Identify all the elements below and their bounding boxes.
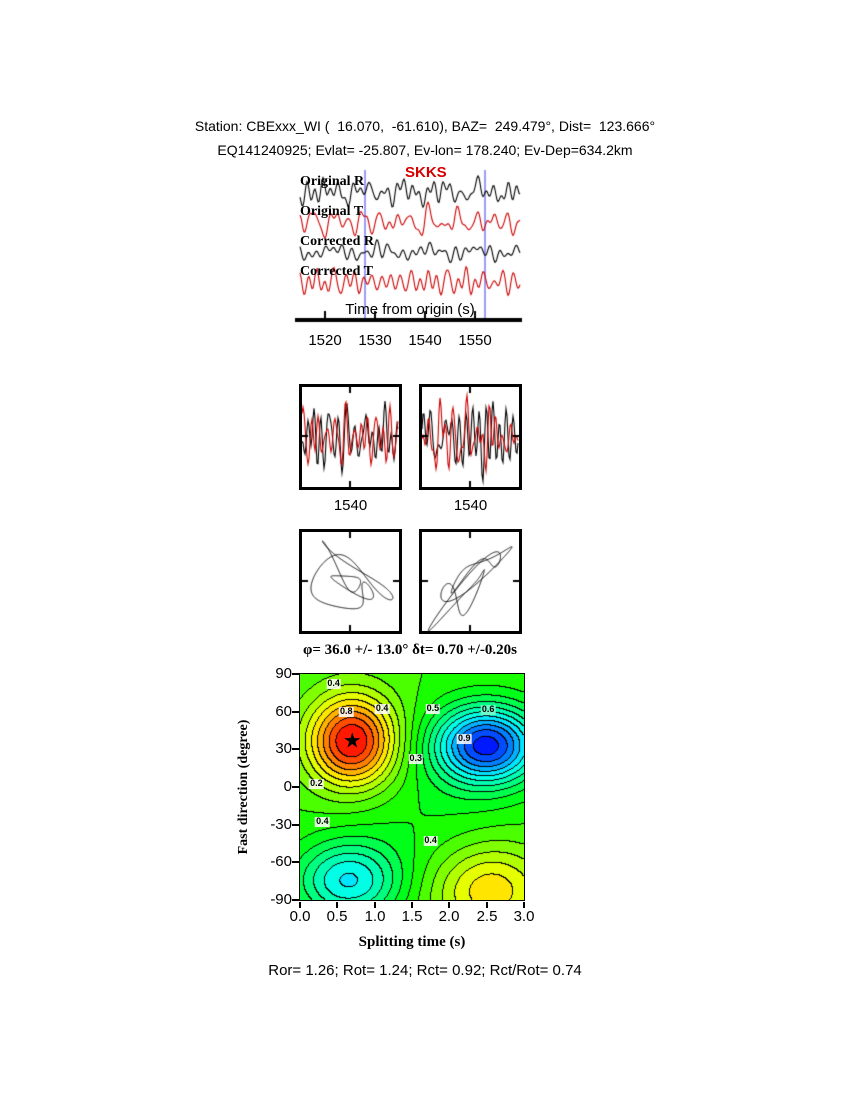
ytick-m30: -30 [270, 816, 292, 833]
ytick-30: 30 [275, 740, 292, 757]
time-tick-1550: 1550 [458, 332, 492, 349]
xtick-2.5: 2.5 [476, 908, 498, 925]
time-axis-label: Time from origin (s) [345, 301, 475, 318]
window-waveform-box-right [419, 384, 522, 490]
ytick-90: 90 [275, 665, 292, 682]
time-tick-1540: 1540 [408, 332, 442, 349]
time-tick-1530: 1530 [358, 332, 392, 349]
axis-tick [336, 902, 339, 908]
contour-label: 0.5 [425, 703, 441, 715]
contour-label: 0.4 [423, 835, 438, 846]
ytick-0: 0 [283, 778, 292, 795]
xtick-3.0: 3.0 [513, 908, 535, 925]
ytick-m90: -90 [270, 891, 292, 908]
contour-label: 0.3 [408, 753, 423, 765]
axis-tick [411, 902, 413, 908]
axis-tick [292, 748, 299, 751]
contour-label: 0.2 [309, 778, 324, 790]
axis-tick [485, 902, 488, 908]
trace-label-original-r: Original R [300, 174, 365, 189]
contour-label: 0.4 [374, 703, 390, 715]
xtick-0.0: 0.0 [289, 908, 311, 925]
best-solution-star: ★ [342, 729, 362, 753]
contour-label: 0.8 [339, 705, 354, 717]
particle-motion-box-corrected [419, 529, 522, 634]
window-tick-left: 1540 [333, 497, 368, 514]
axis-tick [292, 710, 299, 713]
trace-label-original-t: Original T [300, 204, 364, 219]
axis-tick [292, 899, 299, 901]
axis-tick [373, 902, 376, 908]
ytick-m60: -60 [270, 853, 292, 870]
particle-motion-box-original [299, 529, 402, 634]
xtick-0.5: 0.5 [326, 908, 348, 925]
window-tick-right: 1540 [453, 497, 488, 514]
event-header: EQ141240925; Evlat= -25.807, Ev-lon= 178… [217, 142, 633, 158]
axis-tick [292, 786, 299, 788]
axis-tick [292, 861, 299, 864]
xtick-1.0: 1.0 [364, 908, 386, 925]
quality-ratios: Ror= 1.26; Rot= 1.24; Rct= 0.92; Rct/Rot… [268, 962, 582, 979]
seismogram-canvas [288, 162, 532, 334]
x-axis-title: Splitting time (s) [358, 934, 466, 950]
contour-label: 0.4 [315, 816, 330, 828]
contour-label: 0.9 [457, 733, 472, 745]
station-header: Station: CBExxx_WI ( 16.070, -61.610), B… [194, 118, 656, 134]
xtick-2.0: 2.0 [438, 908, 460, 925]
time-tick-1520: 1520 [308, 332, 342, 349]
contour-label: 0.6 [480, 704, 496, 716]
ytick-60: 60 [275, 703, 292, 720]
particle-motion-canvas-corrected [422, 532, 519, 631]
xtick-1.5: 1.5 [401, 908, 423, 925]
trace-label-corrected-t: Corrected T [300, 264, 373, 279]
phase-label: SKKS [405, 164, 447, 181]
result-title: φ= 36.0 +/- 13.0° δt= 0.70 +/-0.20s [303, 642, 517, 658]
window-waveform-canvas-right [422, 387, 519, 487]
axis-tick [299, 902, 301, 908]
window-waveform-box-left [299, 384, 402, 490]
y-axis-title: Fast direction (degree) [236, 719, 251, 855]
trace-label-corrected-r: Corrected R [300, 234, 374, 249]
axis-tick [292, 673, 299, 675]
contour-label: 0.4 [326, 678, 341, 689]
axis-tick [292, 823, 299, 826]
axis-tick [523, 902, 525, 908]
particle-motion-canvas-original [302, 532, 399, 631]
axis-tick [448, 902, 451, 908]
window-waveform-canvas-left [302, 387, 399, 487]
